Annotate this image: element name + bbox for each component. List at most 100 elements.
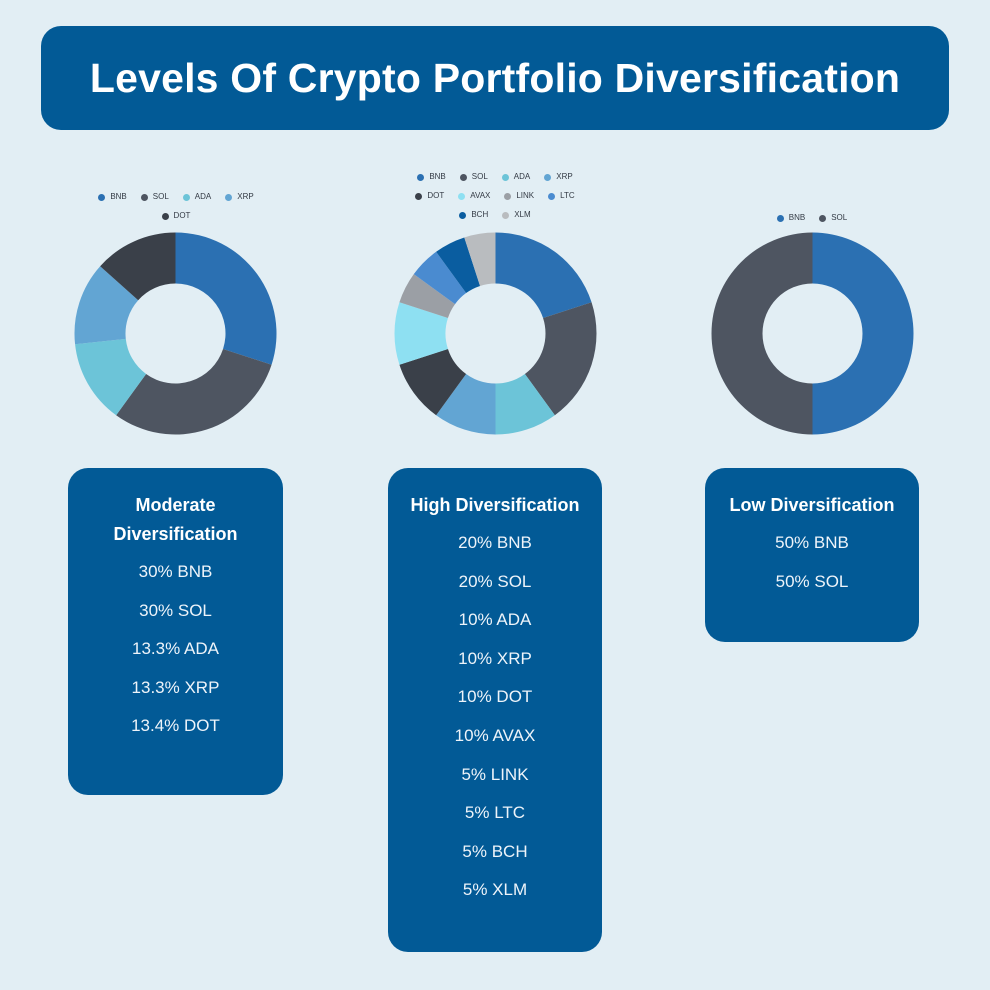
allocation-item: 30% SOL	[139, 600, 212, 620]
donut-slice-ada	[75, 338, 147, 416]
allocation-item: 13.3% XRP	[131, 677, 220, 697]
allocation-item: 10% AVAX	[454, 725, 536, 745]
card-title-line1: Moderate	[135, 495, 216, 515]
donut-chart-moderate	[74, 232, 277, 435]
donut-chart-low	[711, 232, 914, 435]
legend-entry: DOT	[161, 210, 191, 222]
allocation-item: 10% DOT	[457, 687, 533, 707]
legend-entry: BNB	[776, 212, 806, 224]
legend-swatch	[819, 214, 827, 222]
card-high-diversification: High Diversification 20% BNB 20% SOL 10% A…	[388, 468, 602, 952]
donut-slice-bnb	[812, 232, 914, 435]
legend-entry: LTC	[548, 190, 575, 202]
legend-swatch	[776, 214, 784, 222]
legend-label: LINK	[516, 191, 535, 200]
donut-slice-xrp	[74, 266, 139, 345]
legend-label: SOL	[152, 192, 169, 201]
legend-label: BNB	[110, 192, 127, 201]
title-banner: Levels Of Crypto Portfolio Diversificati…	[41, 26, 949, 130]
donut-slice-sol	[524, 302, 597, 416]
legend-entry: XLM	[502, 209, 531, 221]
allocation-item: 20% SOL	[458, 571, 532, 591]
legend-low: BNB SOL	[762, 212, 862, 224]
legend-entry: SOL	[459, 171, 488, 183]
page-title: Levels Of Crypto Portfolio Diversificati…	[89, 54, 901, 101]
donut-slice-ada	[495, 373, 555, 435]
donut-slice-bch	[436, 237, 481, 294]
legend-entry: LINK	[504, 190, 534, 202]
allocation-item: 5% LTC	[464, 803, 526, 823]
allocation-item: 50% SOL	[775, 571, 849, 591]
legend-label: SOL	[831, 213, 848, 222]
legend-label: BNB	[788, 213, 806, 222]
allocation-item: 5% BCH	[462, 841, 528, 861]
donut-slice-link	[399, 274, 456, 319]
legend-label: AVAX	[470, 191, 491, 200]
allocation-item: 10% XRP	[458, 648, 532, 668]
legend-label: XRP	[237, 192, 254, 201]
legend-swatch	[502, 211, 510, 219]
allocation-list: 30% BNB 30% SOL 13.3% ADA 13.3% XRP 13.4% DO…	[68, 562, 283, 736]
legend-label: DOT	[427, 191, 445, 200]
card-title: Moderate Diversification	[68, 491, 283, 549]
allocation-item: 10% ADA	[458, 610, 532, 630]
legend-swatch	[225, 193, 233, 201]
allocation-item: 5% LINK	[461, 764, 529, 784]
legend-label: LTC	[560, 191, 575, 200]
legend-label: XLM	[514, 210, 531, 219]
donut-slice-xlm	[464, 232, 496, 286]
donut-slice-dot	[100, 232, 176, 301]
donut-chart-high	[394, 232, 597, 435]
legend-swatch	[504, 192, 512, 200]
legend-entry: ADA	[501, 171, 531, 183]
allocation-item: 50% BNB	[775, 533, 849, 552]
card-title: High Diversification	[410, 495, 580, 515]
card-title-line2: Diversification	[113, 524, 238, 544]
legend-label: BCH	[471, 210, 489, 219]
donut-slice-sol	[711, 232, 813, 435]
legend-entry: XRP	[225, 191, 254, 203]
donut-slice-ltc	[413, 251, 467, 305]
allocation-item: 13.4% DOT	[131, 716, 220, 736]
legend-label: XRP	[556, 172, 573, 181]
card-low-diversification: Low Diversification 50% BNB 50% SOL	[705, 468, 919, 642]
legend-entry: BNB	[98, 191, 127, 203]
legend-swatch	[417, 173, 425, 181]
donut-slice-avax	[394, 302, 448, 365]
legend-entry: SOL	[140, 191, 169, 203]
legend-moderate: BNB SOL ADA XRP DOT	[86, 191, 266, 222]
legend-label: BNB	[429, 172, 446, 181]
legend-swatch	[459, 173, 467, 181]
legend-entry: BNB	[417, 171, 446, 183]
donut-slice-sol	[116, 348, 272, 435]
legend-swatch	[459, 211, 467, 219]
allocation-item: 5% XLM	[462, 880, 528, 900]
legend-swatch	[458, 192, 466, 200]
legend-swatch	[415, 192, 423, 200]
legend-entry: BCH	[459, 209, 488, 221]
legend-label: SOL	[471, 172, 488, 181]
legend-entry: XRP	[544, 171, 573, 183]
legend-high: BNB SOL ADA XRP DOT AVAX LINK LTC BCH XLM	[405, 171, 585, 221]
legend-swatch	[98, 193, 106, 201]
legend-swatch	[544, 173, 552, 181]
legend-swatch	[182, 193, 190, 201]
legend-swatch	[501, 173, 509, 181]
card-moderate-diversification: Moderate Diversification 30% BNB 30% SOL 1…	[68, 468, 283, 795]
allocation-list: 20% BNB 20% SOL 10% ADA 10% XRP 10% DOT 10% A…	[388, 533, 602, 900]
allocation-item: 13.3% ADA	[132, 639, 219, 659]
card-title: Low Diversification	[729, 495, 895, 515]
legend-entry: ADA	[182, 191, 212, 203]
donut-slice-bnb	[495, 232, 592, 319]
legend-label: ADA	[194, 192, 212, 201]
donut-slice-xrp	[436, 373, 496, 435]
allocation-list: 50% BNB 50% SOL	[705, 533, 919, 592]
legend-label: ADA	[513, 172, 531, 181]
donut-slice-dot	[399, 348, 467, 416]
legend-entry: SOL	[819, 212, 847, 224]
legend-swatch	[161, 212, 169, 220]
legend-swatch	[548, 192, 556, 200]
allocation-item: 20% BNB	[458, 533, 532, 552]
legend-label: DOT	[173, 211, 191, 220]
legend-entry: AVAX	[458, 190, 490, 202]
